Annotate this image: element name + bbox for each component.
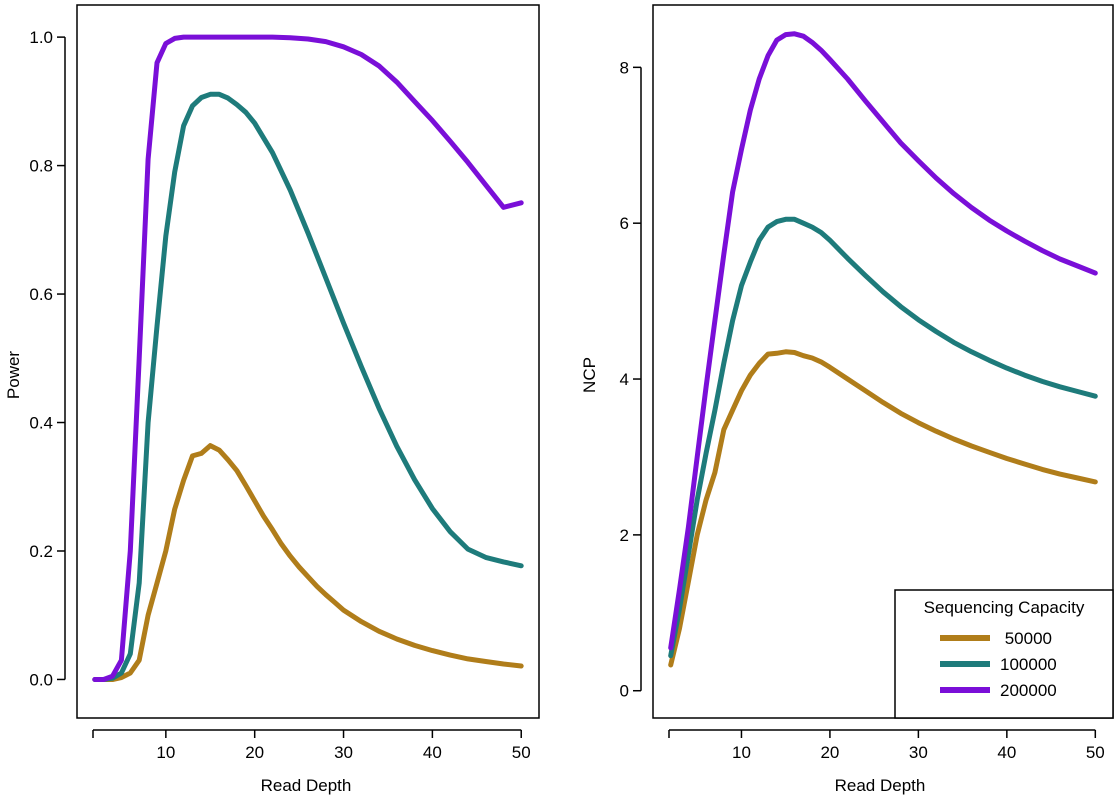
power-plot-frame <box>76 4 540 719</box>
ncp-series-line-50000 <box>668 349 1098 668</box>
power-series-line-100000 <box>92 91 524 682</box>
ncp-y-axis: 0 2 4 6 8 <box>620 58 642 701</box>
power-x-tick-label: 40 <box>423 743 442 762</box>
ncp-series-layer <box>668 31 1098 668</box>
power-x-tick-label: 10 <box>156 743 175 762</box>
power-y-tick-label: 0.0 <box>29 670 53 689</box>
ncp-y-tick-label: 6 <box>620 214 629 233</box>
ncp-chart: 10 20 30 40 50 0 2 4 6 8 Read Depth NCP Sequenci… <box>580 4 1114 795</box>
ncp-x-axis-label: Read Depth <box>835 776 926 795</box>
power-y-tick-label: 0.8 <box>29 157 53 176</box>
ncp-x-tick-label: 30 <box>909 743 928 762</box>
ncp-x-tick-label: 50 <box>1086 743 1105 762</box>
legend: Sequencing Capacity 50000 100000 200000 <box>894 589 1114 719</box>
ncp-y-tick-label: 8 <box>620 58 629 77</box>
power-series-layer <box>92 34 524 682</box>
legend-box <box>894 589 1114 719</box>
power-y-tick-label: 0.2 <box>29 542 53 561</box>
ncp-series-line-200000 <box>668 31 1098 651</box>
ncp-series-line-100000 <box>668 216 1098 659</box>
legend-label-50000: 50000 <box>1000 629 1052 648</box>
power-y-tick-label: 1.0 <box>29 28 53 47</box>
ncp-x-tick-label: 40 <box>997 743 1016 762</box>
power-x-tick-label: 50 <box>512 743 531 762</box>
power-y-axis: 0.0 0.2 0.4 0.6 0.8 1.0 <box>29 28 66 689</box>
power-x-tick-label: 30 <box>334 743 353 762</box>
power-x-axis: 10 20 30 40 50 <box>92 729 531 762</box>
power-y-axis-label: Power <box>4 351 23 400</box>
legend-label-100000: 100000 <box>1000 655 1057 674</box>
power-x-tick-label: 20 <box>245 743 264 762</box>
ncp-y-tick-label: 0 <box>620 682 629 701</box>
ncp-y-tick-label: 2 <box>620 526 629 545</box>
legend-label-200000: 200000 <box>1000 681 1057 700</box>
power-x-axis-label: Read Depth <box>261 776 352 795</box>
power-series-line-200000 <box>92 34 524 682</box>
legend-title: Sequencing Capacity <box>924 598 1085 617</box>
power-chart: 10 20 30 40 50 0.0 0.2 0.4 0.6 0.8 1.0 Read Depth… <box>4 4 540 795</box>
ncp-y-axis-label: NCP <box>580 357 599 393</box>
ncp-plot-frame <box>652 4 1114 719</box>
ncp-x-tick-label: 10 <box>732 743 751 762</box>
ncp-y-tick-label: 4 <box>620 370 629 389</box>
ncp-x-axis: 10 20 30 40 50 <box>668 729 1105 762</box>
ncp-x-tick-label: 20 <box>820 743 839 762</box>
power-y-tick-label: 0.4 <box>29 414 53 433</box>
power-y-tick-label: 0.6 <box>29 285 53 304</box>
power-series-line-50000 <box>92 443 524 682</box>
